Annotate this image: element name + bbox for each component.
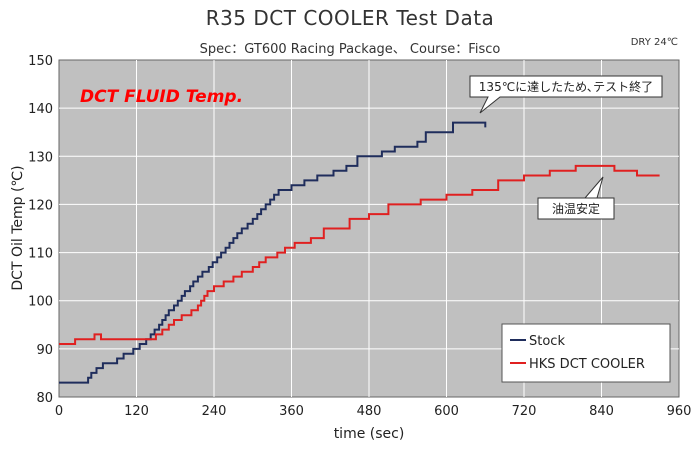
y-tick-label: 150 (28, 54, 53, 69)
legend-stock-label: Stock (529, 334, 565, 349)
y-tick-label: 140 (28, 102, 53, 117)
x-tick-label: 720 (512, 404, 537, 419)
x-tick-label: 480 (357, 404, 382, 419)
y-tick-label: 100 (28, 295, 53, 310)
x-tick-label: 240 (202, 404, 227, 419)
legend-box (501, 323, 671, 383)
series-lines (59, 121, 660, 384)
y-tick-label: 110 (28, 247, 53, 262)
series-line-stock (59, 121, 487, 384)
x-tick-label: 600 (434, 404, 459, 419)
x-tick-label: 0 (55, 404, 63, 419)
legend: Stock HKS DCT COOLER (501, 323, 671, 383)
y-tick-labels: 80 90 100 110 120 130 140 150 (28, 54, 53, 406)
y-tick-label: 90 (36, 343, 53, 358)
legend-hks-label: HKS DCT COOLER (529, 357, 645, 372)
y-axis-label: DCT Oil Temp (℃) (10, 165, 26, 290)
y-tick-label: 130 (28, 150, 53, 165)
x-axis-label: time (sec) (334, 426, 405, 442)
plot-label: DCT FLUID Temp. (80, 87, 243, 107)
annotation-test-end: 135℃に達したため､テスト終了 (469, 75, 663, 114)
x-tick-label: 120 (124, 404, 149, 419)
chart-title: R35 DCT COOLER Test Data (205, 6, 495, 30)
x-tick-label: 360 (279, 404, 304, 419)
chart-subtitle: Spec：GT600 Racing Package、 Course：Fisco (199, 42, 501, 57)
x-tick-label: 960 (667, 404, 692, 419)
y-tick-label: 80 (36, 391, 53, 406)
series-line-hks (59, 164, 660, 345)
annotation-stable-text: 油温安定 (552, 201, 600, 216)
annotation-stable: 油温安定 (537, 176, 615, 220)
x-tick-labels: 0 120 240 360 480 600 720 840 960 (55, 404, 692, 419)
x-tick-label: 840 (589, 404, 614, 419)
y-tick-label: 120 (28, 198, 53, 213)
condition-label: DRY 24℃ (630, 37, 678, 48)
annotation-test-end-text: 135℃に達したため､テスト終了 (479, 79, 653, 94)
